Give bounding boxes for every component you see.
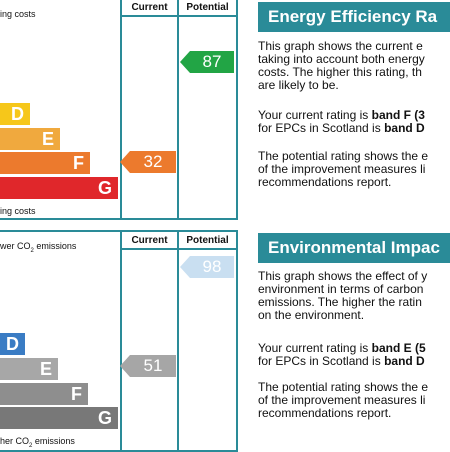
environmental-current-band-text: band E (5 — [371, 342, 426, 355]
environmental-p1-line-2: environment in terms of carbon — [258, 282, 424, 296]
energy-paragraph-3: The potential rating shows the e of the … — [258, 150, 450, 189]
energy-p1-line-3: costs. The higher this rating, th — [258, 65, 422, 79]
environmental-band-f: F — [0, 383, 88, 405]
environmental-current-arrow-tip — [120, 355, 130, 377]
energy-col-potential: Potential — [186, 2, 229, 13]
energy-potential-arrow: 87 — [180, 51, 234, 73]
energy-potential-value: 87 — [202, 52, 222, 71]
energy-p1-line-1: This graph shows the current e — [258, 40, 423, 53]
energy-band-d: D — [0, 103, 30, 125]
energy-p3-line-2: of the improvement measures li — [258, 162, 426, 176]
environmental-top-label-post: emissions — [33, 241, 77, 251]
energy-current-arrow-tip — [120, 151, 130, 173]
environmental-p2-a: Your current rating is — [258, 342, 372, 355]
energy-chart-frame — [0, 0, 238, 220]
environmental-header-line — [120, 248, 236, 250]
energy-band-g: G — [0, 177, 118, 199]
energy-col-current: Current — [131, 2, 168, 13]
energy-p1-line-2: taking into account both energy — [258, 52, 425, 66]
environmental-p1-line-4: on the environment. — [258, 308, 365, 322]
energy-divider-1 — [120, 0, 122, 218]
environmental-paragraph-1: This graph shows the effect of y environ… — [258, 270, 450, 322]
energy-p3-line-3: recommendations report. — [258, 175, 392, 189]
energy-paragraph-1: This graph shows the current e taking in… — [258, 40, 450, 92]
energy-band-e: E — [0, 128, 60, 150]
energy-top-label: ing costs — [0, 9, 36, 19]
environmental-p1-line-3: emissions. The higher the ratin — [258, 295, 422, 309]
environmental-top-label-sub: 2 — [30, 247, 34, 254]
energy-current-band-text: band F (3 — [371, 109, 425, 122]
environmental-bottom-label-pre: her CO — [0, 436, 30, 446]
environmental-col-potential: Potential — [186, 235, 229, 246]
energy-p3-line-1: The potential rating shows the e — [258, 150, 429, 163]
environmental-band-d: D — [0, 333, 25, 355]
environmental-top-label: wer CO2 emissions — [0, 241, 76, 254]
environmental-divider-1 — [120, 232, 122, 450]
environmental-current-arrow: 51 — [120, 355, 176, 377]
environmental-col-current: Current — [131, 235, 168, 246]
environmental-band-g: G — [0, 407, 118, 429]
environmental-scotland-band-text: band D — [384, 354, 425, 368]
environmental-top-label-pre: wer CO — [0, 241, 31, 251]
energy-scotland-band-text: band D — [384, 121, 425, 135]
environmental-current-value: 51 — [143, 356, 163, 375]
energy-divider-2 — [177, 0, 179, 218]
energy-header-line — [120, 15, 236, 17]
environmental-bottom-label: her CO2 emissions — [0, 436, 75, 449]
energy-current-value: 32 — [143, 152, 163, 171]
environmental-p3-line-2: of the improvement measures li — [258, 393, 426, 407]
environmental-paragraph-3: The potential rating shows the e of the … — [258, 381, 450, 420]
environmental-potential-arrow-tip — [180, 256, 190, 278]
environmental-band-e: E — [0, 358, 58, 380]
energy-potential-arrow-tip — [180, 51, 190, 73]
environmental-potential-value: 98 — [202, 257, 222, 276]
energy-current-arrow: 32 — [120, 151, 176, 173]
environmental-bottom-label-post: emissions — [32, 436, 75, 446]
environmental-paragraph-2: Your current rating is band E (5 for EPC… — [258, 342, 450, 368]
energy-heading: Energy Efficiency Ra — [258, 2, 450, 32]
energy-bottom-label: ing costs — [0, 206, 36, 216]
energy-band-f: F — [0, 152, 90, 174]
environmental-p3-line-3: recommendations report. — [258, 406, 392, 420]
environmental-divider-2 — [177, 232, 179, 450]
environmental-p1-line-1: This graph shows the effect of y — [258, 270, 428, 283]
energy-p1-line-4: are likely to be. — [258, 78, 339, 92]
environmental-p2-c: for EPCs in Scotland is — [258, 354, 385, 368]
environmental-heading: Environmental Impac — [258, 233, 450, 263]
environmental-p3-line-1: The potential rating shows the e — [258, 381, 429, 394]
energy-p2-c: for EPCs in Scotland is — [258, 121, 385, 135]
energy-paragraph-2: Your current rating is band F (3 for EPC… — [258, 109, 450, 135]
environmental-bottom-label-sub: 2 — [29, 442, 33, 449]
energy-p2-a: Your current rating is — [258, 109, 372, 122]
environmental-potential-arrow: 98 — [180, 256, 234, 278]
